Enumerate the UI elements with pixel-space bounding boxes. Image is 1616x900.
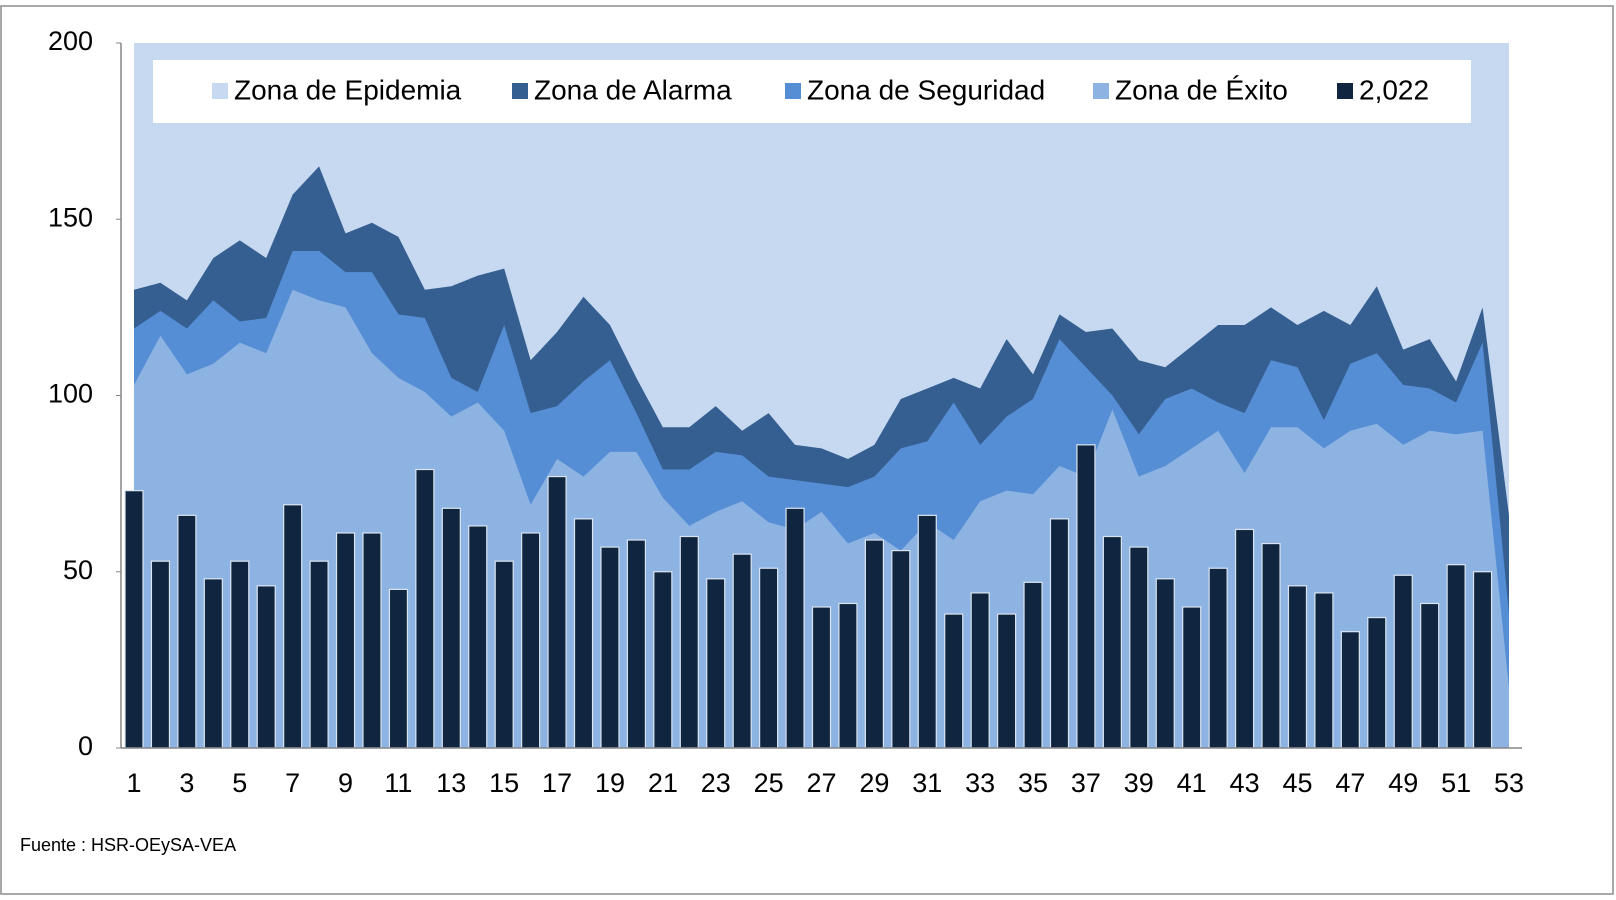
legend-swatch xyxy=(512,83,528,99)
bar xyxy=(521,532,541,749)
x-tick-label: 53 xyxy=(1494,768,1524,798)
y-tick-label: 0 xyxy=(78,731,93,761)
bar xyxy=(1023,581,1043,749)
legend-label: Zona de Epidemia xyxy=(234,74,462,105)
bar xyxy=(1182,606,1202,749)
x-tick-label: 41 xyxy=(1177,768,1207,798)
x-tick-label: 19 xyxy=(595,768,625,798)
bar xyxy=(1446,564,1466,749)
bar xyxy=(996,613,1017,749)
bar xyxy=(335,532,356,749)
bar xyxy=(679,535,699,749)
x-tick-label: 45 xyxy=(1282,768,1312,798)
bar xyxy=(256,585,276,749)
legend-swatch xyxy=(212,83,228,99)
bar xyxy=(759,567,779,749)
y-tick-label: 150 xyxy=(48,202,93,232)
x-tick-label: 39 xyxy=(1124,768,1154,798)
bar xyxy=(1420,602,1440,749)
bar xyxy=(864,539,884,749)
x-tick-label: 15 xyxy=(489,768,519,798)
x-tick-label: 51 xyxy=(1441,768,1471,798)
x-tick-label: 43 xyxy=(1230,768,1260,798)
bar xyxy=(811,606,832,749)
y-tick-label: 50 xyxy=(63,555,93,585)
bar xyxy=(230,560,250,749)
legend-swatch xyxy=(1093,83,1109,99)
x-tick-label: 47 xyxy=(1335,768,1365,798)
legend-label: Zona de Alarma xyxy=(534,74,732,105)
bar xyxy=(1261,542,1281,749)
bar xyxy=(309,560,329,749)
legend: Zona de Epidemia Zona de Alarma Zona de Se… xyxy=(212,74,1429,105)
bar xyxy=(1314,592,1334,749)
bar xyxy=(573,518,594,749)
x-tick-label: 9 xyxy=(338,768,353,798)
x-tick-label: 25 xyxy=(754,768,784,798)
bar xyxy=(124,490,144,749)
x-tick-label: 5 xyxy=(232,768,247,798)
bar xyxy=(626,539,647,749)
source-note: Fuente : HSR-OEySA-VEA xyxy=(20,835,236,855)
bar xyxy=(1208,567,1228,749)
x-tick-label: 29 xyxy=(859,768,889,798)
y-tick-label: 200 xyxy=(48,26,93,56)
legend-label: 2,022 xyxy=(1359,74,1429,105)
x-tick-label: 11 xyxy=(384,768,412,798)
bar xyxy=(1367,616,1387,749)
bar xyxy=(1155,578,1175,749)
bar xyxy=(1393,574,1413,749)
bar xyxy=(785,507,805,749)
x-tick-label: 27 xyxy=(806,768,836,798)
plot-area xyxy=(124,43,1509,749)
x-tick-label: 1 xyxy=(126,768,141,798)
bar xyxy=(1076,444,1096,749)
bar xyxy=(1049,518,1070,749)
bar xyxy=(494,560,514,749)
x-tick-label: 21 xyxy=(648,768,678,798)
bar xyxy=(1129,546,1149,749)
legend-swatch xyxy=(785,83,801,99)
bar xyxy=(600,546,620,749)
bar xyxy=(838,602,858,749)
bar xyxy=(917,514,937,749)
bar xyxy=(732,553,752,749)
legend-box xyxy=(153,60,1471,123)
x-tick-label: 3 xyxy=(179,768,194,798)
x-tick-label: 35 xyxy=(1018,768,1048,798)
x-tick-label: 13 xyxy=(436,768,466,798)
x-tick-label: 49 xyxy=(1388,768,1418,798)
x-tick-label: 23 xyxy=(701,768,731,798)
bar xyxy=(1472,571,1493,749)
bar xyxy=(891,549,911,749)
x-tick-label: 31 xyxy=(912,768,942,798)
bar xyxy=(653,571,673,749)
bar xyxy=(388,588,409,749)
bar xyxy=(1287,585,1308,749)
bar xyxy=(283,504,303,749)
bar xyxy=(944,613,964,749)
y-tick-label: 100 xyxy=(48,379,93,409)
legend-label: Zona de Seguridad xyxy=(807,74,1045,105)
bar xyxy=(203,578,223,749)
legend-label: Zona de Éxito xyxy=(1115,74,1288,105)
x-tick-label: 33 xyxy=(965,768,995,798)
bar xyxy=(1340,631,1360,749)
bar xyxy=(970,592,990,749)
x-tick-label: 7 xyxy=(285,768,300,798)
bar xyxy=(177,514,197,749)
bar xyxy=(415,468,435,749)
bar xyxy=(362,532,382,749)
bar xyxy=(1234,528,1255,749)
bar xyxy=(1102,535,1122,749)
legend-swatch xyxy=(1337,83,1353,99)
bar xyxy=(547,475,567,749)
bar xyxy=(150,560,171,749)
x-tick-label: 37 xyxy=(1071,768,1101,798)
bar xyxy=(706,578,726,749)
bar xyxy=(441,507,461,749)
x-tick-label: 17 xyxy=(542,768,572,798)
bar xyxy=(468,525,488,749)
